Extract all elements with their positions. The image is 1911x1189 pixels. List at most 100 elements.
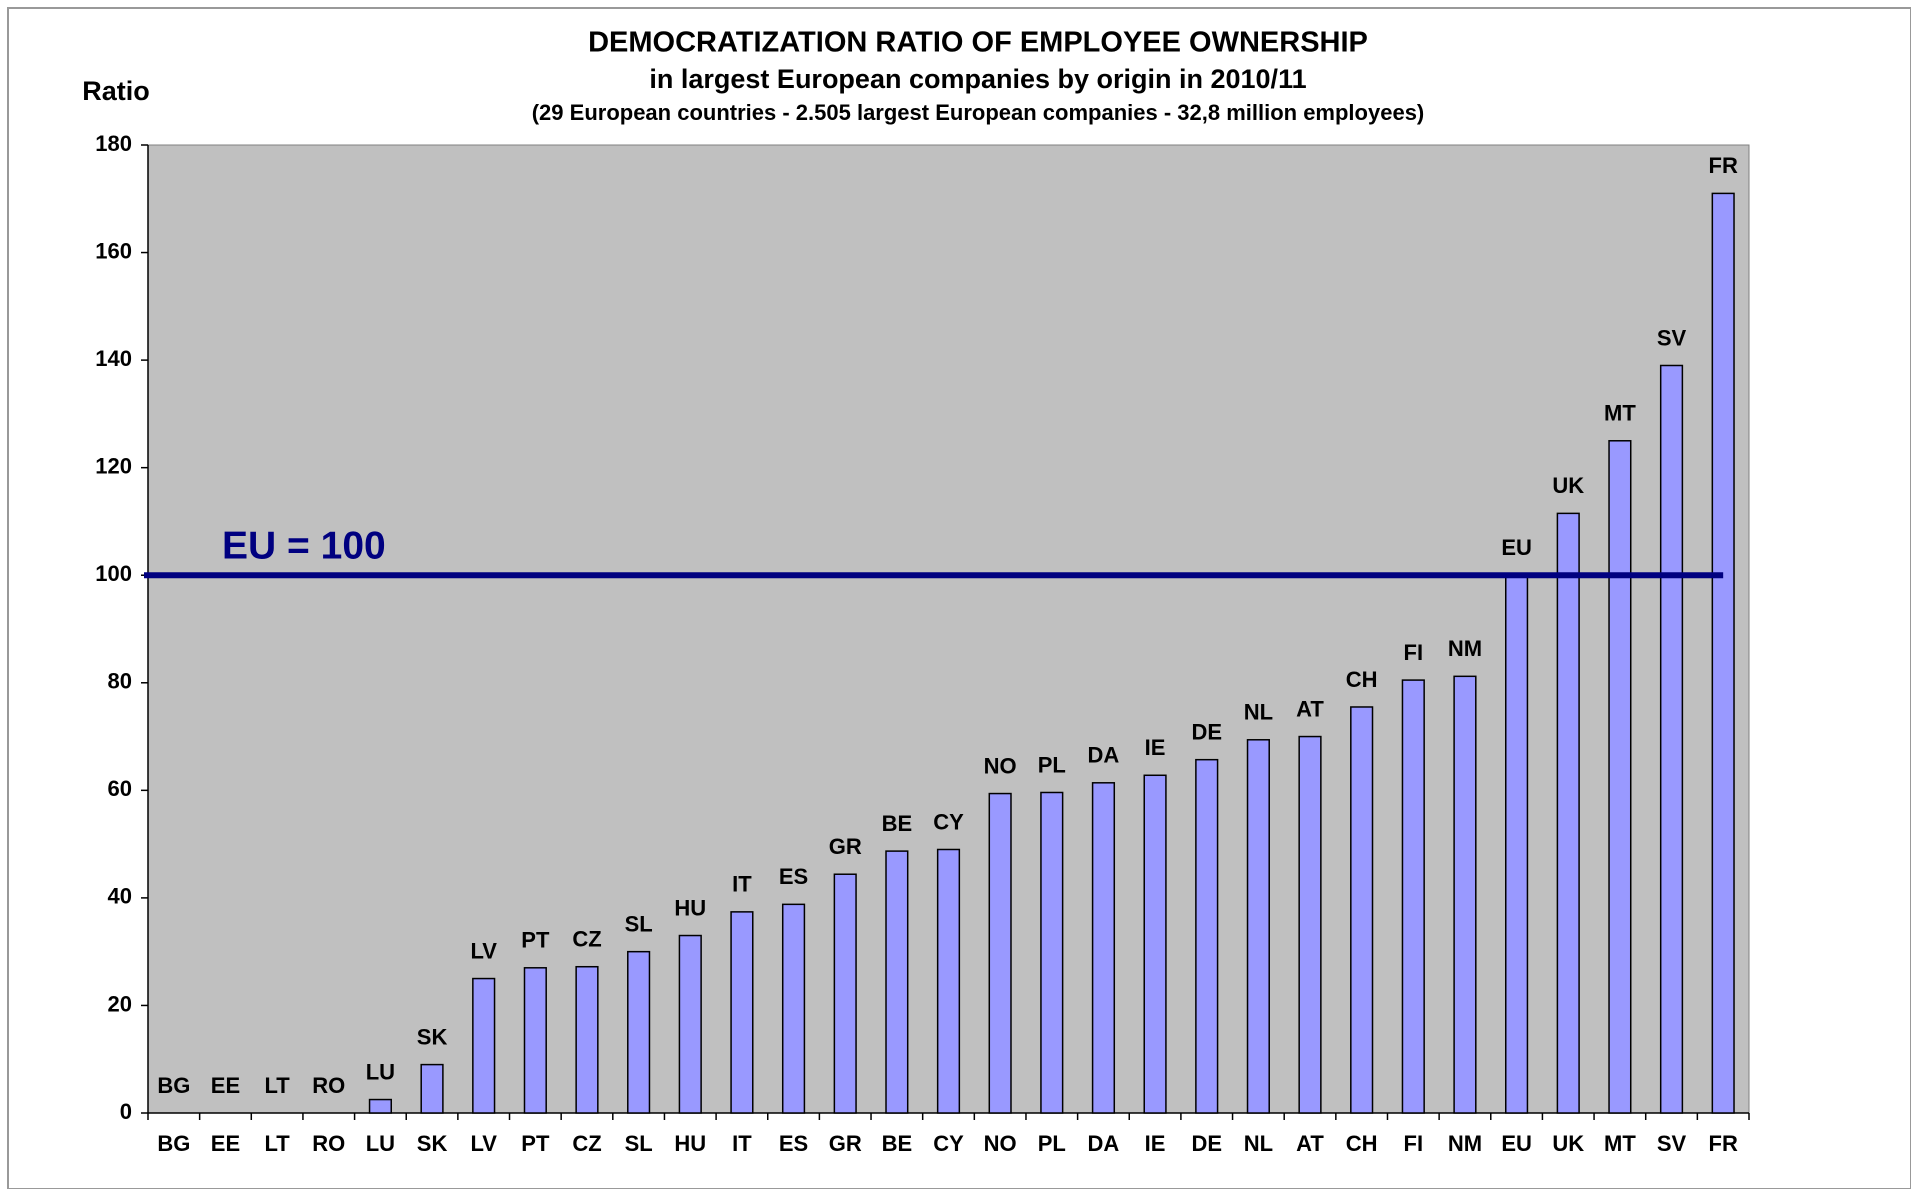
bar-label: DA xyxy=(1088,743,1120,768)
bar-label: NL xyxy=(1244,700,1273,725)
bar xyxy=(1453,675,1477,1114)
bar-label: EE xyxy=(211,1073,240,1098)
x-tick-label: SK xyxy=(417,1131,448,1156)
bar-label: HU xyxy=(674,895,706,920)
bar xyxy=(1091,782,1116,1114)
bar xyxy=(1350,706,1374,1114)
bar-label: NO xyxy=(984,753,1017,778)
bar xyxy=(627,950,651,1114)
bar-label: FI xyxy=(1404,640,1424,665)
bar xyxy=(575,965,599,1114)
x-tick-label: EE xyxy=(211,1131,240,1156)
bar-label: LV xyxy=(470,938,497,963)
bar-label: SV xyxy=(1657,325,1687,350)
bar-label: AT xyxy=(1296,696,1324,721)
bar-label: IE xyxy=(1145,735,1166,760)
x-tick-label: LU xyxy=(366,1131,395,1156)
bar-label: MT xyxy=(1604,401,1636,426)
bar xyxy=(1608,440,1632,1114)
bar xyxy=(678,934,702,1114)
x-tick-label: BE xyxy=(882,1131,913,1156)
chart-subtitle: in largest European companies by origin … xyxy=(649,64,1306,94)
bar xyxy=(833,873,857,1114)
bar xyxy=(936,848,961,1114)
bar xyxy=(988,792,1012,1114)
x-tick-label: CY xyxy=(933,1131,964,1156)
bar-label: ES xyxy=(779,864,808,889)
frame xyxy=(7,7,1911,1189)
bar xyxy=(368,1098,392,1114)
y-tick-label: 100 xyxy=(95,561,132,586)
y-tick-label: 60 xyxy=(108,776,132,801)
x-tick-label: DA xyxy=(1088,1131,1120,1156)
bar-label: LT xyxy=(264,1073,290,1098)
x-tick-label: LV xyxy=(470,1131,497,1156)
y-tick-label: 140 xyxy=(95,346,132,371)
bar-label: SK xyxy=(417,1024,448,1049)
bar xyxy=(1659,364,1684,1114)
x-tick-label: DE xyxy=(1191,1131,1222,1156)
x-tick-label: FI xyxy=(1404,1131,1424,1156)
chart-note: (29 European countries - 2.505 largest E… xyxy=(532,100,1425,125)
bar xyxy=(1556,512,1580,1114)
bar xyxy=(1401,679,1425,1114)
x-tick-label: CZ xyxy=(572,1131,601,1156)
bar xyxy=(885,850,909,1114)
bar xyxy=(1298,735,1322,1114)
x-tick-label: AT xyxy=(1296,1131,1324,1156)
y-tick-label: 0 xyxy=(120,1099,132,1124)
bar-label: PL xyxy=(1038,752,1066,777)
bar-label: BG xyxy=(157,1073,190,1098)
x-tick-label: UK xyxy=(1552,1131,1584,1156)
bar-label: CY xyxy=(933,809,964,834)
x-tick-label: NO xyxy=(984,1131,1017,1156)
bar xyxy=(1246,739,1270,1114)
y-tick-label: 160 xyxy=(95,238,132,263)
reference-label: EU = 100 xyxy=(222,525,386,568)
x-tick-label: HU xyxy=(674,1131,706,1156)
bar-label: GR xyxy=(829,834,862,859)
bar-label: NM xyxy=(1448,636,1482,661)
y-axis-label: Ratio xyxy=(82,76,150,106)
bar-label: PT xyxy=(521,928,550,953)
bar xyxy=(420,1063,444,1114)
bar xyxy=(1143,774,1167,1114)
x-tick-label: SV xyxy=(1657,1131,1687,1156)
bar xyxy=(781,903,806,1114)
bar xyxy=(472,977,496,1114)
y-tick-label: 180 xyxy=(95,131,132,156)
x-tick-label: RO xyxy=(312,1131,345,1156)
x-tick-label: GR xyxy=(829,1131,862,1156)
x-tick-label: ES xyxy=(779,1131,808,1156)
x-tick-label: NM xyxy=(1448,1131,1482,1156)
y-tick-label: 120 xyxy=(95,453,132,478)
bar xyxy=(523,967,547,1114)
bar-label: RO xyxy=(312,1073,345,1098)
x-tick-label: IT xyxy=(732,1131,752,1156)
x-tick-label: FR xyxy=(1709,1131,1738,1156)
y-tick-label: 20 xyxy=(108,991,132,1016)
bar-label: UK xyxy=(1552,473,1584,498)
bar xyxy=(730,911,754,1114)
bar xyxy=(1711,192,1735,1114)
y-tick-label: 40 xyxy=(108,884,132,909)
x-tick-label: EU xyxy=(1501,1131,1532,1156)
bar xyxy=(1195,758,1219,1114)
bar-label: SL xyxy=(625,911,653,936)
bar xyxy=(1505,574,1529,1114)
x-tick-label: PT xyxy=(521,1131,550,1156)
bar-label: CZ xyxy=(572,927,601,952)
bar xyxy=(1040,791,1064,1114)
x-tick-label: BG xyxy=(157,1131,190,1156)
bar-label: BE xyxy=(882,811,913,836)
bar-label: FR xyxy=(1709,153,1738,178)
bar-label: CH xyxy=(1346,667,1378,692)
x-tick-label: LT xyxy=(264,1131,290,1156)
bar-label: EU xyxy=(1501,535,1532,560)
bar-label: DE xyxy=(1191,719,1222,744)
x-tick-label: CH xyxy=(1346,1131,1378,1156)
x-tick-label: SL xyxy=(625,1131,653,1156)
x-tick-label: NL xyxy=(1244,1131,1273,1156)
